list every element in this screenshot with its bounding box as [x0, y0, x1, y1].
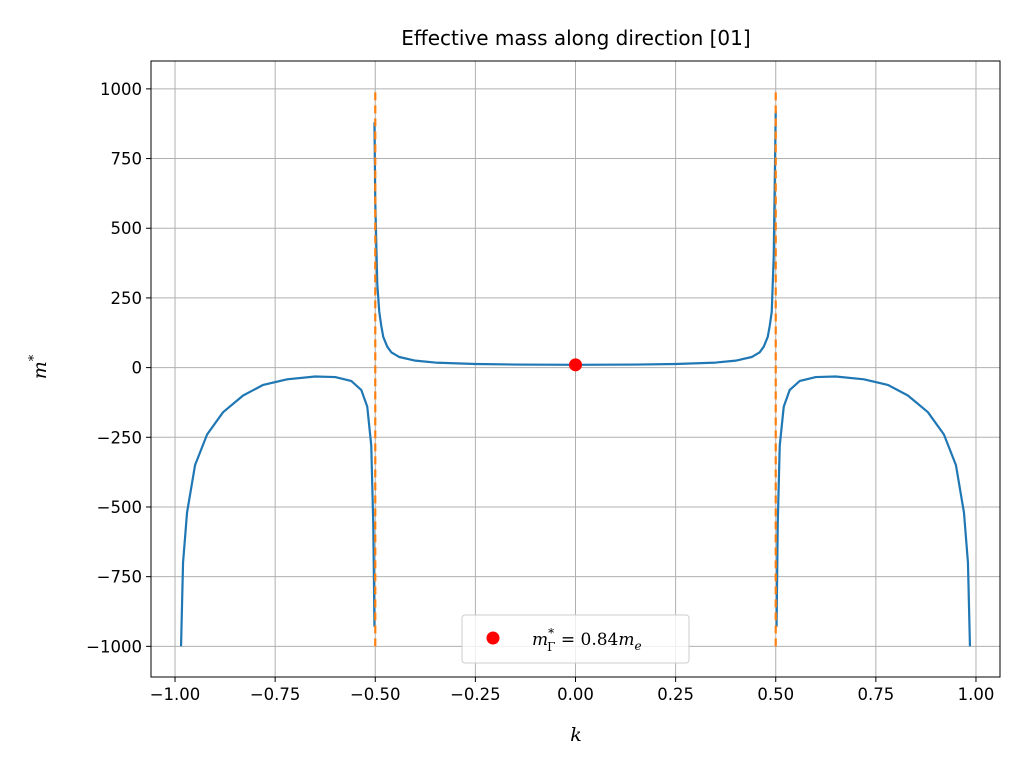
effective-mass-curve	[775, 375, 972, 647]
y-tick-label: −250	[97, 428, 142, 447]
axes: −1.00 −0.75 −0.50 −0.25 0.00 0.25 0.50 0.75 1.00…	[86, 60, 1001, 704]
x-tick-label: −0.50	[350, 685, 401, 704]
x-tick-label: 0.25	[657, 685, 694, 704]
chart-title: Effective mass along direction [01]	[401, 26, 750, 50]
x-axis-label: k	[570, 724, 582, 746]
legend-label: m* Γ = 0.84me	[532, 626, 642, 654]
x-tick-label: −0.75	[250, 685, 301, 704]
y-axis-label-superscript: *	[27, 354, 42, 361]
x-tick-label: 1.00	[958, 685, 995, 704]
y-tick-label: −1000	[86, 637, 142, 656]
y-axis-label: m	[29, 361, 51, 379]
y-tick-label: 0	[132, 359, 143, 378]
legend: m* Γ = 0.84me	[461, 614, 690, 664]
x-tick-label: −1.00	[150, 685, 201, 704]
plot-area	[179, 88, 972, 647]
x-tick-label: 0.75	[857, 685, 894, 704]
x-tick-label: 0.50	[757, 685, 794, 704]
gamma-point-marker	[569, 358, 582, 372]
x-tick-label: 0.00	[557, 685, 594, 704]
y-tick-label: 1000	[100, 80, 142, 99]
x-tick-label: −0.25	[450, 685, 501, 704]
legend-box	[461, 614, 690, 664]
y-tick-label: 750	[111, 150, 143, 169]
y-tick-label: 250	[111, 289, 143, 308]
y-tick-label: −500	[97, 498, 142, 517]
y-tick-label: 500	[111, 219, 143, 238]
y-axis-label-group: m*	[27, 354, 51, 379]
svg-text:m*: m*	[27, 354, 51, 379]
legend-marker-icon	[486, 631, 500, 645]
effective-mass-curve	[179, 375, 376, 647]
plot-frame	[150, 60, 1001, 678]
y-tick-label: −750	[97, 568, 142, 587]
effective-mass-curve	[373, 111, 777, 366]
